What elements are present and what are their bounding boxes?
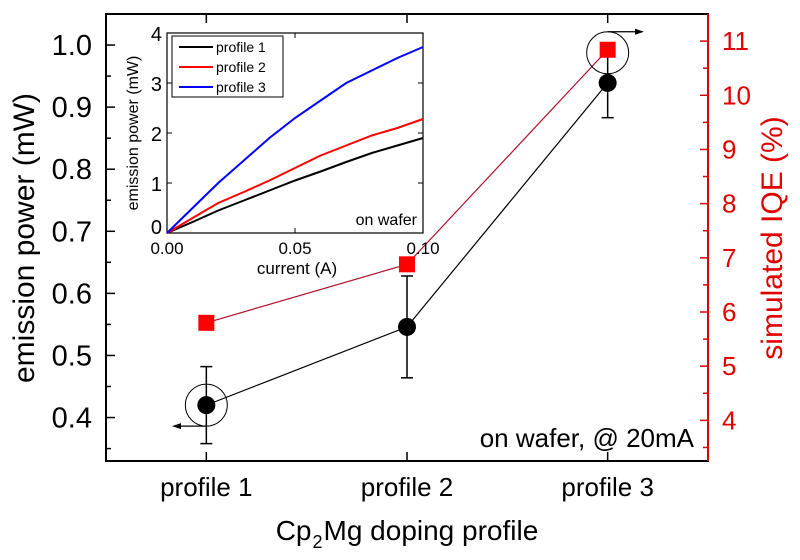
power-point (197, 396, 216, 415)
inset-series-line (166, 46, 424, 234)
inset-x-tick-label: 0.00 (150, 239, 183, 258)
y2-axis-label: simulated IQE (%) (756, 116, 789, 359)
y-tick-label: 1.0 (52, 30, 92, 62)
y2-tick-label: 6 (722, 297, 736, 327)
legend-label: profile 3 (216, 79, 266, 95)
power-point (398, 317, 416, 336)
y2-tick-label: 5 (722, 351, 736, 381)
x-tick-label: profile 3 (561, 472, 654, 502)
inset-series-line (166, 118, 424, 234)
y2-tick-label: 7 (722, 243, 736, 273)
inset-y-tick-label: 2 (151, 124, 162, 146)
inset-annotation: on wafer (356, 212, 418, 229)
inset-series-line (166, 137, 424, 234)
y2-tick-label: 10 (722, 80, 751, 110)
x-axis-label-rest: Mg doping profile (324, 515, 539, 546)
inset-x-tick-label: 0.05 (278, 239, 311, 258)
inset-x-tick-label: 0.10 (406, 239, 439, 258)
iqe-point (198, 314, 215, 331)
right-arrow-head-icon (635, 28, 644, 35)
annotation: on wafer, @ 20mA (480, 423, 695, 453)
legend-label: profile 1 (216, 39, 266, 55)
x-tick-label: profile 2 (361, 472, 454, 502)
iqe-point (399, 256, 415, 273)
power-point (598, 73, 617, 92)
inset-y-tick-label: 3 (151, 74, 162, 96)
iqe-point (599, 41, 616, 58)
left-arrow-head-icon (172, 423, 181, 430)
legend-label: profile 2 (216, 59, 266, 75)
inset-x-axis-label: current (A) (257, 259, 337, 278)
y-tick-label: 0.9 (52, 92, 92, 124)
y-axis-label: emission power (mW) (8, 93, 41, 383)
x-tick-label: profile 1 (160, 472, 253, 502)
y-tick-label: 0.7 (52, 216, 92, 248)
inset-y-tick-label: 4 (151, 24, 162, 46)
y-tick-label: 0.6 (52, 278, 92, 310)
inset-y-axis-label: emission power (mW) (125, 56, 142, 211)
x-axis-label: Cp (276, 515, 312, 546)
x-axis-label-subscript: 2 (312, 532, 322, 552)
inset-y-tick-label: 1 (151, 174, 162, 196)
inset-y-tick-label: 0 (151, 217, 162, 239)
y2-tick-label: 4 (722, 405, 736, 435)
y2-tick-label: 11 (722, 26, 749, 56)
y-tick-label: 0.4 (52, 403, 92, 435)
y2-tick-label: 8 (722, 189, 736, 219)
y-tick-label: 0.8 (52, 154, 92, 186)
y2-tick-label: 9 (722, 134, 736, 164)
y-tick-label: 0.5 (52, 340, 92, 372)
